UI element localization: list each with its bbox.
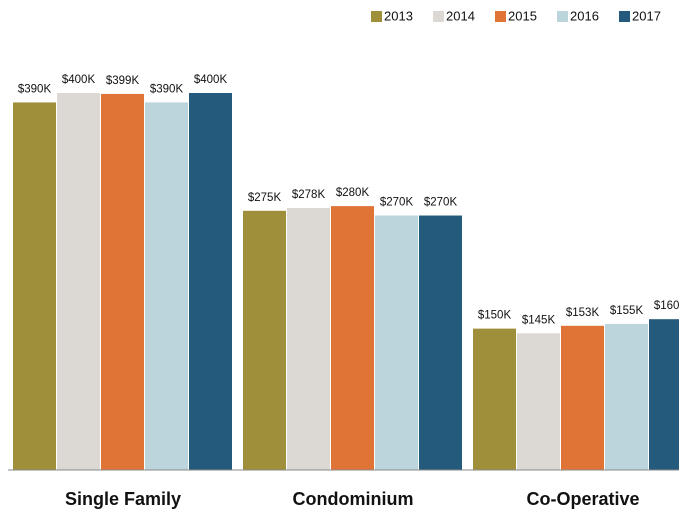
value-label: $399K <box>106 75 140 87</box>
legend-label: 2014 <box>446 8 475 23</box>
legend-swatch <box>619 11 630 22</box>
value-label: $155K <box>610 305 644 317</box>
value-label: $278K <box>292 189 326 201</box>
value-label: $390K <box>18 83 52 95</box>
bar <box>419 215 462 470</box>
bar <box>375 215 418 470</box>
value-label: $145K <box>522 314 556 326</box>
bar <box>649 319 679 470</box>
bar <box>605 323 648 470</box>
bar <box>57 93 100 470</box>
legend-swatch <box>433 11 444 22</box>
value-label: $400K <box>62 74 96 86</box>
value-label: $160K <box>654 300 679 312</box>
bar <box>287 207 330 471</box>
value-label: $150K <box>478 310 512 322</box>
x-tick-label: Co-Operative <box>526 489 639 509</box>
bar <box>473 328 516 470</box>
value-label: $275K <box>248 192 282 204</box>
value-label: $153K <box>566 307 600 319</box>
x-tick-label: Condominium <box>293 489 414 509</box>
bar <box>331 206 374 470</box>
legend-label: 2015 <box>508 8 537 23</box>
legend-swatch <box>371 11 382 22</box>
x-tick-label: Single Family <box>65 489 181 509</box>
legend-swatch <box>495 11 506 22</box>
legend-label: 2016 <box>570 8 599 23</box>
bar <box>13 102 56 471</box>
bar <box>243 210 286 470</box>
legend-label: 2017 <box>632 8 661 23</box>
value-label: $270K <box>380 197 414 209</box>
legend-label: 2013 <box>384 8 413 23</box>
legend-swatch <box>557 11 568 22</box>
bar <box>517 333 560 470</box>
bar <box>561 325 604 470</box>
value-label: $270K <box>424 197 458 209</box>
value-label: $400K <box>194 74 228 86</box>
value-label: $280K <box>336 187 370 199</box>
value-label: $390K <box>150 83 184 95</box>
bar <box>189 93 232 470</box>
bar <box>145 102 188 471</box>
bar <box>101 93 144 470</box>
